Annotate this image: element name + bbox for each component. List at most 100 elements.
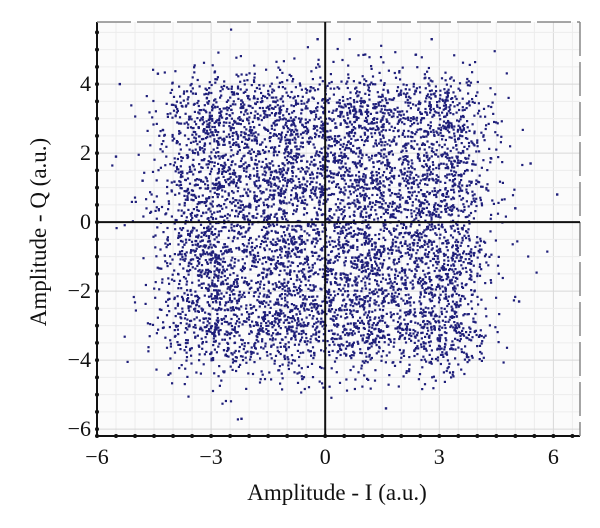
data-point: [228, 136, 231, 139]
data-point: [187, 208, 190, 211]
data-point: [399, 251, 402, 254]
data-point: [248, 202, 251, 205]
data-point: [217, 274, 220, 277]
data-point: [221, 260, 224, 263]
data-point: [331, 268, 335, 271]
data-point: [346, 86, 349, 90]
data-point: [311, 222, 314, 226]
data-point: [222, 154, 225, 157]
data-point: [202, 121, 205, 124]
data-point: [335, 101, 338, 104]
data-point: [364, 275, 367, 278]
data-point: [241, 194, 245, 197]
data-point: [240, 200, 243, 203]
data-point: [245, 255, 248, 258]
data-point: [217, 122, 220, 125]
data-point: [292, 261, 295, 264]
data-point: [212, 357, 215, 360]
data-point: [294, 319, 297, 322]
data-point: [312, 223, 315, 226]
data-point: [256, 174, 259, 177]
data-point: [243, 206, 246, 209]
data-point: [214, 297, 217, 300]
data-point: [209, 190, 212, 193]
data-point: [169, 163, 172, 166]
data-point: [387, 292, 390, 296]
data-point: [362, 216, 365, 219]
data-point: [236, 285, 239, 288]
data-point: [204, 317, 207, 320]
data-point: [281, 81, 284, 84]
data-point: [285, 158, 288, 162]
data-point: [264, 150, 267, 153]
data-point: [319, 193, 322, 196]
data-point: [247, 194, 250, 198]
data-point: [222, 246, 225, 249]
data-point: [302, 329, 305, 332]
data-point: [343, 250, 346, 253]
data-point: [208, 160, 211, 164]
data-point: [344, 105, 347, 108]
data-point: [322, 245, 325, 248]
data-point: [411, 279, 414, 282]
data-point: [232, 237, 235, 240]
data-point: [359, 164, 362, 167]
data-point: [383, 335, 386, 338]
data-point: [210, 215, 213, 219]
data-point: [228, 229, 231, 232]
data-point: [406, 263, 409, 266]
data-point: [282, 114, 285, 117]
data-point: [315, 306, 319, 310]
data-point: [225, 135, 228, 138]
data-point: [202, 363, 205, 366]
data-point: [369, 201, 372, 204]
data-point: [250, 312, 253, 315]
data-point: [313, 206, 316, 209]
data-point: [377, 237, 381, 241]
data-point: [207, 225, 210, 228]
data-point: [259, 246, 262, 249]
data-point: [204, 311, 207, 314]
data-point: [352, 234, 355, 237]
data-point: [310, 171, 314, 174]
data-point: [236, 307, 239, 310]
data-point: [236, 150, 239, 153]
data-point: [419, 211, 422, 214]
data-point: [381, 309, 385, 312]
data-point: [322, 333, 325, 336]
data-point: [224, 245, 227, 249]
data-point: [228, 337, 232, 340]
data-point: [166, 236, 169, 239]
data-point: [269, 193, 272, 196]
data-point: [285, 110, 288, 113]
data-point: [372, 340, 375, 343]
data-point: [256, 153, 259, 156]
data-point: [284, 188, 288, 191]
data-point: [215, 295, 218, 298]
data-point: [177, 122, 181, 125]
data-point: [302, 307, 306, 310]
data-point: [291, 178, 294, 181]
data-point: [259, 325, 262, 328]
data-point: [201, 249, 204, 252]
data-point: [369, 213, 372, 216]
data-point: [311, 317, 314, 320]
data-point: [233, 328, 236, 331]
data-point: [415, 87, 418, 90]
data-point: [363, 361, 366, 364]
data-point: [381, 245, 384, 248]
data-point: [160, 205, 164, 209]
data-point: [196, 244, 199, 247]
data-point: [273, 215, 276, 218]
data-point: [210, 117, 213, 120]
data-point: [291, 315, 295, 318]
data-point: [296, 381, 300, 384]
data-point: [396, 236, 399, 239]
data-point: [274, 105, 277, 108]
data-point: [285, 304, 289, 307]
data-point: [204, 176, 207, 179]
data-point: [221, 189, 224, 192]
data-point: [361, 194, 364, 197]
data-point: [177, 243, 180, 246]
data-point: [198, 245, 201, 248]
